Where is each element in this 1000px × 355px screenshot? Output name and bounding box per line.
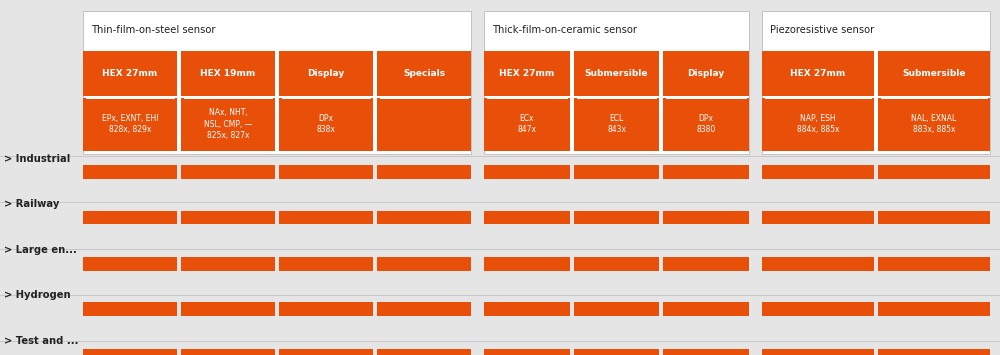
Text: HEX 27mm: HEX 27mm (102, 69, 158, 78)
Text: > Test and ...: > Test and ... (4, 336, 78, 346)
Text: NAx, NHT,
NSL, CMP, —
825x, 827x: NAx, NHT, NSL, CMP, — 825x, 827x (204, 108, 252, 140)
FancyBboxPatch shape (484, 51, 570, 96)
Text: DPx
8380: DPx 8380 (697, 114, 716, 135)
FancyBboxPatch shape (878, 211, 990, 224)
Text: EPx, EXNT, EHI
828x, 829x: EPx, EXNT, EHI 828x, 829x (102, 114, 158, 135)
FancyBboxPatch shape (181, 257, 275, 271)
FancyBboxPatch shape (762, 11, 990, 154)
FancyBboxPatch shape (484, 98, 570, 151)
Text: Submersible: Submersible (902, 69, 966, 78)
Text: > Industrial: > Industrial (4, 154, 70, 164)
Text: Display: Display (307, 69, 345, 78)
FancyBboxPatch shape (83, 165, 177, 179)
FancyBboxPatch shape (377, 165, 471, 179)
FancyBboxPatch shape (181, 211, 275, 224)
Text: HEX 19mm: HEX 19mm (200, 69, 256, 78)
FancyBboxPatch shape (484, 302, 570, 316)
FancyBboxPatch shape (663, 98, 749, 151)
FancyBboxPatch shape (762, 349, 874, 355)
Text: Thin-film-on-steel sensor: Thin-film-on-steel sensor (91, 25, 216, 35)
Text: NAL, EXNAL
883x, 885x: NAL, EXNAL 883x, 885x (911, 114, 957, 135)
FancyBboxPatch shape (574, 98, 659, 151)
FancyBboxPatch shape (83, 349, 177, 355)
FancyBboxPatch shape (574, 51, 659, 96)
FancyBboxPatch shape (279, 211, 373, 224)
FancyBboxPatch shape (663, 165, 749, 179)
Text: Submersible: Submersible (585, 69, 648, 78)
FancyBboxPatch shape (83, 211, 177, 224)
Text: > Hydrogen: > Hydrogen (4, 290, 71, 300)
FancyBboxPatch shape (663, 211, 749, 224)
FancyBboxPatch shape (663, 257, 749, 271)
FancyBboxPatch shape (181, 302, 275, 316)
FancyBboxPatch shape (762, 98, 874, 151)
FancyBboxPatch shape (83, 98, 177, 151)
FancyBboxPatch shape (762, 165, 874, 179)
Text: HEX 27mm: HEX 27mm (790, 69, 846, 78)
Text: > Railway: > Railway (4, 199, 59, 209)
FancyBboxPatch shape (878, 98, 990, 151)
FancyBboxPatch shape (279, 302, 373, 316)
FancyBboxPatch shape (663, 302, 749, 316)
Text: DPx
838x: DPx 838x (317, 114, 335, 135)
FancyBboxPatch shape (484, 11, 749, 154)
FancyBboxPatch shape (878, 257, 990, 271)
Text: Thick-film-on-ceramic sensor: Thick-film-on-ceramic sensor (492, 25, 637, 35)
Text: Specials: Specials (403, 69, 445, 78)
FancyBboxPatch shape (762, 51, 874, 96)
FancyBboxPatch shape (484, 165, 570, 179)
Text: NAP, ESH
884x, 885x: NAP, ESH 884x, 885x (797, 114, 839, 135)
FancyBboxPatch shape (574, 349, 659, 355)
FancyBboxPatch shape (83, 11, 471, 154)
FancyBboxPatch shape (484, 211, 570, 224)
FancyBboxPatch shape (83, 257, 177, 271)
FancyBboxPatch shape (377, 211, 471, 224)
FancyBboxPatch shape (574, 302, 659, 316)
FancyBboxPatch shape (663, 349, 749, 355)
FancyBboxPatch shape (484, 257, 570, 271)
FancyBboxPatch shape (762, 211, 874, 224)
Text: ECL
843x: ECL 843x (607, 114, 626, 135)
FancyBboxPatch shape (279, 98, 373, 151)
FancyBboxPatch shape (377, 51, 471, 96)
FancyBboxPatch shape (878, 51, 990, 96)
FancyBboxPatch shape (83, 51, 177, 96)
FancyBboxPatch shape (574, 165, 659, 179)
FancyBboxPatch shape (878, 302, 990, 316)
Text: Piezoresistive sensor: Piezoresistive sensor (770, 25, 874, 35)
FancyBboxPatch shape (181, 349, 275, 355)
FancyBboxPatch shape (377, 257, 471, 271)
FancyBboxPatch shape (878, 349, 990, 355)
FancyBboxPatch shape (574, 257, 659, 271)
FancyBboxPatch shape (663, 51, 749, 96)
FancyBboxPatch shape (762, 302, 874, 316)
FancyBboxPatch shape (377, 98, 471, 151)
Text: HEX 27mm: HEX 27mm (499, 69, 554, 78)
FancyBboxPatch shape (181, 98, 275, 151)
FancyBboxPatch shape (762, 257, 874, 271)
FancyBboxPatch shape (377, 302, 471, 316)
FancyBboxPatch shape (377, 349, 471, 355)
FancyBboxPatch shape (878, 165, 990, 179)
FancyBboxPatch shape (279, 257, 373, 271)
FancyBboxPatch shape (83, 302, 177, 316)
FancyBboxPatch shape (484, 349, 570, 355)
Text: > Large en...: > Large en... (4, 245, 77, 255)
Text: Display: Display (688, 69, 725, 78)
FancyBboxPatch shape (279, 51, 373, 96)
FancyBboxPatch shape (279, 165, 373, 179)
FancyBboxPatch shape (574, 211, 659, 224)
FancyBboxPatch shape (181, 51, 275, 96)
Text: ECx
847x: ECx 847x (517, 114, 536, 135)
FancyBboxPatch shape (279, 349, 373, 355)
FancyBboxPatch shape (181, 165, 275, 179)
